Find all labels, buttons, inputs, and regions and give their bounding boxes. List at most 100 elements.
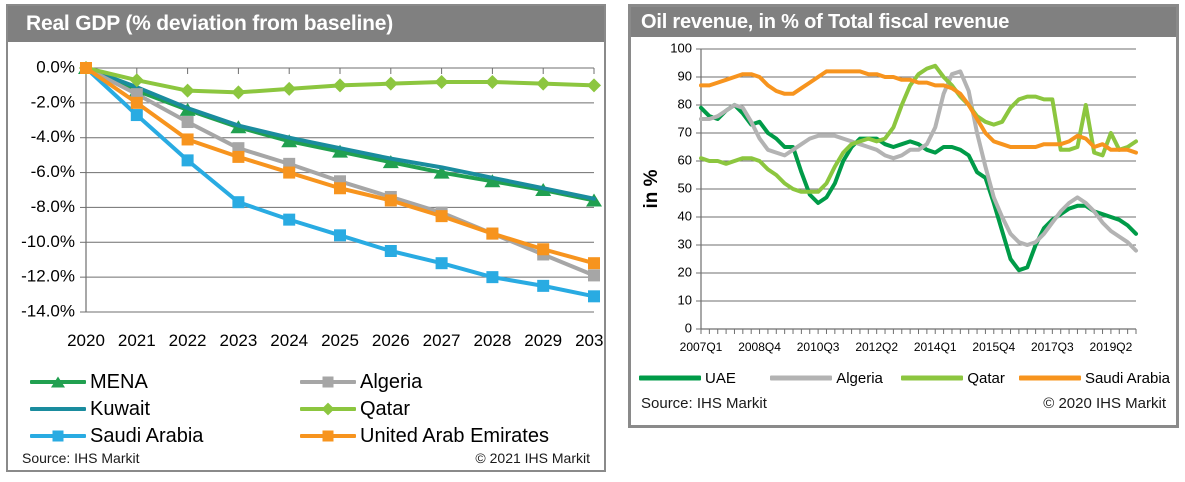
data-point <box>332 144 348 158</box>
y-tick-label: 0.0% <box>36 57 75 76</box>
data-point <box>80 62 92 74</box>
left-plot-area: 0.0% -2.0% -4.0% -6.0% -8.0% -10.0% -12.0% -14.… <box>8 42 604 352</box>
right-chart-svg: in % 0 10 20 30 40 50 60 70 80 90 100 2007Q1 2008Q4 20… <box>641 40 1138 354</box>
data-point <box>434 74 449 89</box>
x-tick-label: 2028 <box>473 331 511 350</box>
x-tick-label: 2020 <box>67 331 105 350</box>
data-point <box>486 271 499 284</box>
data-point <box>282 81 297 96</box>
y-tick-label: -12.0% <box>21 267 75 286</box>
legend-label-algeria: Algeria <box>360 370 423 393</box>
data-point <box>433 165 450 179</box>
legend-label-uae-r: UAE <box>705 369 736 387</box>
left-chart-panel: Real GDP (% deviation from baseline) 0.0… <box>6 4 606 472</box>
x-tick-label: 2017Q3 <box>1031 340 1074 354</box>
legend-label-algeria-r: Algeria <box>836 369 883 387</box>
series-path <box>699 63 1138 194</box>
x-tick-label: 2021 <box>118 331 156 350</box>
x-tick-label: 2010Q3 <box>797 340 840 354</box>
right-chart-legend: UAE Algeria Qatar Saudi Arabia <box>639 367 1174 389</box>
data-point <box>588 290 600 303</box>
legend-label-saudi-arabia-r: Saudi Arabia <box>1084 369 1171 387</box>
data-point <box>334 229 346 242</box>
data-point <box>484 174 501 188</box>
legend-label-qatar-r: Qatar <box>967 369 1005 387</box>
series-kuwait <box>84 66 596 201</box>
right-chart-panel: Oil revenue, in % of Total fiscal revenu… <box>628 4 1179 428</box>
legend-item-algeria[interactable]: Algeria <box>300 368 422 395</box>
y-tick-label: 100 <box>670 40 692 55</box>
data-point <box>333 78 347 93</box>
series-qatar <box>699 63 1138 194</box>
data-point <box>232 196 245 209</box>
series-saudi-arabia <box>699 69 1138 155</box>
series-uae <box>699 103 1138 273</box>
series-united-arab-emirates <box>80 62 600 270</box>
data-point <box>588 257 600 270</box>
data-point <box>281 134 298 148</box>
x-tick-label: 2019Q2 <box>1090 340 1133 354</box>
legend-label-mena: MENA <box>90 370 148 393</box>
legend-item-saudi-arabia-r[interactable]: Saudi Arabia <box>1018 367 1171 389</box>
y-axis-title: in % <box>641 169 662 208</box>
x-tick-label: 2012Q2 <box>855 340 898 354</box>
x-tick-label: 2023 <box>219 331 257 350</box>
legend-swatch-uae-r <box>639 371 701 385</box>
y-tick-label: 80 <box>678 96 692 111</box>
legend-item-algeria-r[interactable]: Algeria <box>770 367 897 389</box>
y-tick-label: 30 <box>678 236 692 251</box>
legend-item-qatar[interactable]: Qatar <box>300 395 410 422</box>
legend-item-uae[interactable]: United Arab Emirates <box>300 422 549 449</box>
legend-label-kuwait: Kuwait <box>90 397 151 420</box>
legend-item-kuwait[interactable]: Kuwait <box>30 395 150 422</box>
left-source-label: Source: IHS Markit <box>22 450 140 466</box>
x-tick-label: 2024 <box>270 331 308 350</box>
series-qatar <box>79 61 601 100</box>
legend-label-uae: United Arab Emirates <box>360 424 549 447</box>
data-point <box>384 245 397 257</box>
x-tick-label: 2014Q1 <box>914 340 957 354</box>
left-chart-title: Real GDP (% deviation from baseline) <box>8 6 604 42</box>
x-tick-label: 2027 <box>423 331 461 350</box>
legend-swatch-algeria-r <box>770 371 833 385</box>
legend-swatch-qatar-r <box>901 371 964 385</box>
data-point <box>130 96 143 109</box>
right-copyright-label: © 2020 IHS Markit <box>1043 395 1166 412</box>
x-tick-label: 2029 <box>524 331 562 350</box>
series-path <box>699 69 1138 253</box>
data-point <box>536 76 551 91</box>
x-tick-label: 2022 <box>169 331 207 350</box>
data-point <box>181 133 194 146</box>
x-tick-label: 2025 <box>321 331 359 350</box>
data-point <box>384 194 397 207</box>
data-point <box>383 76 398 91</box>
data-point <box>130 109 143 122</box>
y-tick-label: -4.0% <box>31 127 75 146</box>
x-tick-label: 2007Q1 <box>680 340 723 354</box>
y-tick-label: 60 <box>678 152 692 167</box>
legend-item-qatar-r[interactable]: Qatar <box>901 367 1015 389</box>
y-tick-label: -14.0% <box>21 301 75 320</box>
x-tick-label: 2008Q4 <box>738 340 781 354</box>
legend-item-uae-r[interactable]: UAE <box>639 367 766 389</box>
data-point <box>486 227 499 240</box>
series-path <box>84 66 596 201</box>
data-point <box>435 257 448 270</box>
y-tick-label: -8.0% <box>31 197 75 216</box>
legend-item-saudi-arabia[interactable]: Saudi Arabia <box>30 422 203 449</box>
legend-swatch-saudi-arabia-r <box>1018 371 1081 385</box>
legend-label-saudi-arabia: Saudi Arabia <box>90 424 204 447</box>
data-point <box>181 154 194 167</box>
y-tick-label: 70 <box>678 124 692 139</box>
y-tick-label: 50 <box>678 180 692 195</box>
x-tick-label: 2015Q4 <box>972 340 1015 354</box>
legend-item-mena[interactable]: MENA <box>30 368 148 395</box>
data-point <box>382 155 399 169</box>
data-point <box>283 213 296 226</box>
data-point <box>283 166 296 179</box>
series-path <box>699 103 1138 273</box>
y-tick-label: -10.0% <box>21 232 75 251</box>
data-point <box>129 73 144 88</box>
